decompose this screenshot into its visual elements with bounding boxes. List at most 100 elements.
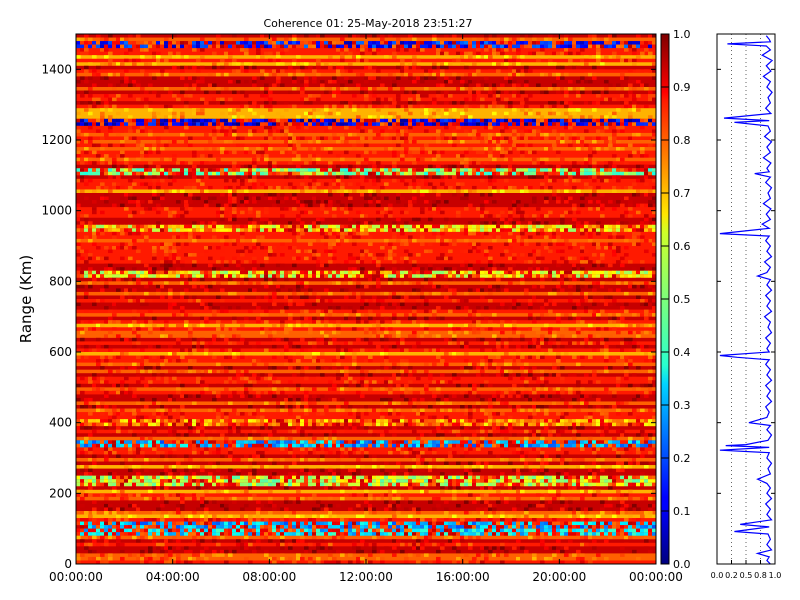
- heatmap-cell: [80, 274, 85, 279]
- heatmap-cell: [488, 228, 493, 233]
- heatmap-cell: [332, 249, 337, 254]
- heatmap-cell: [548, 330, 553, 335]
- heatmap-cell: [384, 147, 389, 152]
- heatmap-row: [76, 330, 656, 335]
- heatmap-cell: [516, 44, 521, 49]
- heatmap-cell: [172, 274, 177, 279]
- heatmap-cell: [524, 129, 529, 134]
- heatmap-cell: [428, 44, 433, 49]
- heatmap-cell: [96, 118, 101, 123]
- heatmap-cell: [128, 288, 133, 293]
- heatmap-cell: [268, 274, 273, 279]
- heatmap-cell: [132, 270, 137, 275]
- heatmap-cell: [428, 76, 433, 81]
- heatmap-cell: [384, 330, 389, 335]
- heatmap-cell: [472, 129, 477, 134]
- heatmap-cell: [472, 270, 477, 275]
- heatmap-cell: [644, 193, 649, 198]
- heatmap-cell: [268, 118, 273, 123]
- heatmap-cell: [532, 320, 537, 325]
- heatmap-cell: [620, 101, 625, 106]
- heatmap-cell: [372, 323, 377, 328]
- heatmap-cell: [572, 267, 577, 272]
- heatmap-cell: [144, 101, 149, 106]
- heatmap-cell: [444, 270, 449, 275]
- heatmap-cell: [320, 136, 325, 141]
- heatmap-cell: [368, 65, 373, 70]
- heatmap-cell: [176, 270, 181, 275]
- heatmap-cell: [424, 200, 429, 205]
- heatmap-cell: [564, 118, 569, 123]
- heatmap-cell: [244, 277, 249, 282]
- heatmap-cell: [288, 302, 293, 307]
- heatmap-cell: [544, 228, 549, 233]
- heatmap-cell: [388, 207, 393, 212]
- heatmap-cell: [232, 260, 237, 265]
- heatmap-cell: [412, 48, 417, 53]
- heatmap-cell: [488, 122, 493, 127]
- heatmap-cell: [552, 274, 557, 279]
- heatmap-cell: [336, 171, 341, 176]
- heatmap-cell: [284, 185, 289, 191]
- heatmap-cell: [556, 231, 561, 236]
- heatmap-cell: [96, 122, 101, 127]
- heatmap-cell: [648, 143, 653, 148]
- heatmap-cell: [192, 221, 197, 226]
- heatmap-cell: [496, 94, 501, 99]
- heatmap-cell: [548, 122, 553, 127]
- heatmap-cell: [240, 136, 245, 141]
- heatmap-cell: [224, 242, 229, 247]
- heatmap-cell: [552, 334, 557, 339]
- heatmap-cell: [508, 185, 513, 191]
- heatmap-cell: [436, 164, 441, 169]
- heatmap-cell: [224, 270, 229, 275]
- heatmap-cell: [644, 309, 649, 314]
- heatmap-cell: [312, 249, 317, 254]
- heatmap-cell: [220, 111, 225, 116]
- heatmap-cell: [492, 41, 497, 46]
- heatmap-cell: [520, 150, 525, 155]
- heatmap-cell: [288, 90, 293, 95]
- heatmap-cell: [452, 136, 457, 141]
- heatmap-cell: [364, 270, 369, 275]
- heatmap-cell: [224, 178, 229, 183]
- heatmap-cell: [100, 182, 105, 187]
- heatmap-cell: [132, 277, 137, 282]
- heatmap-cell: [80, 337, 85, 342]
- heatmap-cell: [388, 256, 393, 261]
- heatmap-cell: [124, 270, 129, 275]
- heatmap-cell: [624, 185, 629, 191]
- heatmap-cell: [588, 44, 593, 49]
- heatmap-cell: [104, 256, 109, 261]
- heatmap-cell: [460, 101, 465, 106]
- heatmap-cell: [412, 224, 417, 229]
- heatmap-cell: [464, 104, 469, 109]
- heatmap-cell: [424, 122, 429, 127]
- heatmap-cell: [88, 224, 93, 229]
- heatmap-cell: [116, 246, 121, 251]
- heatmap-cell: [360, 274, 365, 279]
- heatmap-cell: [632, 132, 637, 138]
- heatmap-cell: [196, 87, 201, 92]
- heatmap-cell: [244, 193, 249, 198]
- heatmap-cell: [200, 37, 205, 42]
- heatmap-cell: [356, 291, 361, 297]
- heatmap-cell: [504, 90, 509, 95]
- heatmap-cell: [308, 65, 313, 70]
- heatmap-cell: [352, 55, 357, 60]
- heatmap-cell: [540, 118, 545, 123]
- heatmap-cell: [540, 44, 545, 49]
- heatmap-cell: [288, 44, 293, 49]
- heatmap-cell: [596, 281, 601, 286]
- heatmap-cell: [224, 62, 229, 67]
- heatmap-cell: [212, 274, 217, 279]
- heatmap-cell: [120, 41, 125, 46]
- heatmap-cell: [544, 171, 549, 176]
- heatmap-cell: [504, 249, 509, 254]
- heatmap-cell: [480, 178, 485, 183]
- heatmap-cell: [324, 90, 329, 95]
- heatmap-cell: [584, 249, 589, 254]
- heatmap-cell: [380, 41, 385, 46]
- heatmap-cell: [308, 200, 313, 205]
- heatmap-cell: [244, 41, 249, 46]
